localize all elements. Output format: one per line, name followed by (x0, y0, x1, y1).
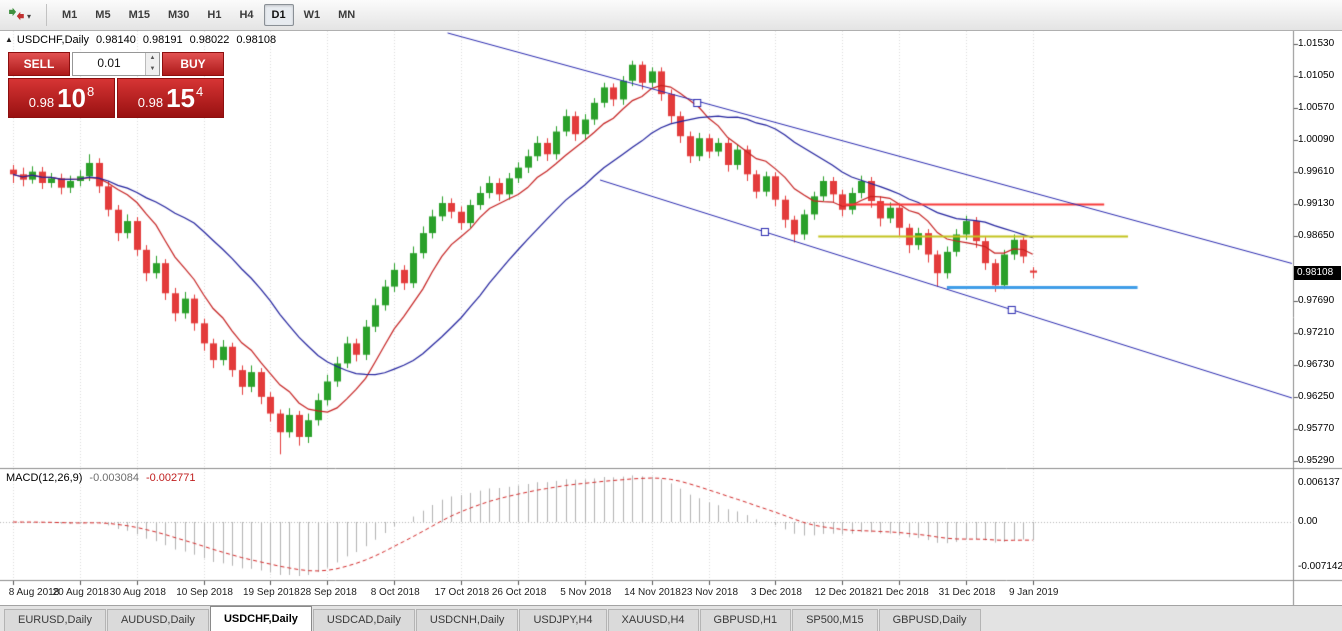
timeframe-button-mn[interactable]: MN (338, 9, 356, 21)
tab-sp500-m15[interactable]: SP500,M15 (792, 609, 878, 631)
tab-audusd-daily[interactable]: AUDUSD,Daily (106, 609, 209, 631)
timeframe-button-w1[interactable]: W1 (303, 9, 321, 21)
timeframe-button-h1[interactable]: H1 (207, 9, 222, 21)
timeframe-button-m5[interactable]: M5 (95, 9, 111, 21)
sell-price-main: 10 (57, 83, 86, 113)
timeframe-button-d1[interactable]: D1 (263, 4, 294, 26)
volume-input[interactable]: 0.01 ▲ ▼ (72, 52, 160, 76)
chart-symbol-label: USDCHF,Daily (16, 34, 90, 46)
dropdown-caret-icon: ▾ (27, 11, 32, 21)
tab-gbpusd-h1[interactable]: GBPUSD,H1 (699, 609, 792, 631)
ohlc-high: 0.98191 (142, 34, 183, 46)
tab-xauusd-h4[interactable]: XAUUSD,H4 (607, 609, 699, 631)
macd-signal-value: -0.002771 (145, 472, 196, 484)
sell-price-base: 0.98 (28, 95, 55, 110)
tab-usdjpy-h4[interactable]: USDJPY,H4 (519, 609, 607, 631)
buy-button[interactable]: BUY (162, 52, 224, 76)
order-tool-button[interactable]: ▾ (6, 4, 42, 28)
tab-usdcnh-daily[interactable]: USDCNH,Daily (415, 609, 519, 631)
volume-up-button[interactable]: ▲ (146, 53, 159, 64)
macd-indicator-header: MACD(12,26,9) -0.003084 -0.002771 (6, 472, 196, 484)
ohlc-close: 0.98108 (236, 34, 277, 46)
tab-usdcad-daily[interactable]: USDCAD,Daily (312, 609, 415, 631)
buy-price-pip: 4 (196, 84, 204, 99)
sell-price-button[interactable]: 0.98 10 8 (8, 78, 115, 118)
toolbar-separator (46, 4, 47, 26)
tab-usdchf-daily[interactable]: USDCHF,Daily (209, 606, 312, 631)
tab-eurusd-daily[interactable]: EURUSD,Daily (4, 609, 106, 631)
buy-price-button[interactable]: 0.98 15 4 (117, 78, 224, 118)
one-click-trading-panel: SELL 0.01 ▲ ▼ BUY 0.98 10 8 0.98 15 4 (8, 52, 224, 118)
timeframe-button-m30[interactable]: M30 (167, 9, 190, 21)
ohlc-low: 0.98022 (189, 34, 230, 46)
timeframe-button-m15[interactable]: M15 (128, 9, 150, 21)
volume-spinner: ▲ ▼ (145, 53, 159, 75)
timeframe-button-m1[interactable]: M1 (62, 9, 78, 21)
chart-marker-icon: ▲ (5, 35, 13, 44)
macd-main-value: -0.003084 (89, 472, 139, 484)
timeframe-button-h4[interactable]: H4 (239, 9, 254, 21)
volume-down-button[interactable]: ▼ (146, 64, 159, 75)
top-toolbar: ▾ M1 M5 M15 M30 H1 H4 D1 W1 MN (0, 0, 1342, 31)
current-price-tag: 0.98108 (1294, 266, 1341, 280)
chart-tab-bar: EURUSD,Daily AUDUSD,Daily USDCHF,Daily USDC… (0, 605, 1342, 631)
timeframe-buttons: M1 M5 M15 M30 H1 H4 D1 W1 MN (54, 4, 363, 26)
order-arrows-icon (7, 7, 25, 26)
buy-price-base: 0.98 (137, 95, 164, 110)
tab-gbpusd-daily[interactable]: GBPUSD,Daily (878, 609, 981, 631)
chart-ohlc-line: ▲ USDCHF,Daily 0.98140 0.98191 0.98022 0.9810… (5, 34, 276, 46)
chart-tabs: EURUSD,Daily AUDUSD,Daily USDCHF,Daily USDC… (4, 606, 982, 631)
ohlc-open: 0.98140 (96, 34, 136, 46)
sell-price-pip: 8 (87, 84, 95, 99)
macd-label: MACD(12,26,9) (6, 472, 83, 484)
sell-button[interactable]: SELL (8, 52, 70, 76)
volume-value: 0.01 (97, 56, 121, 70)
buy-price-main: 15 (166, 83, 195, 113)
